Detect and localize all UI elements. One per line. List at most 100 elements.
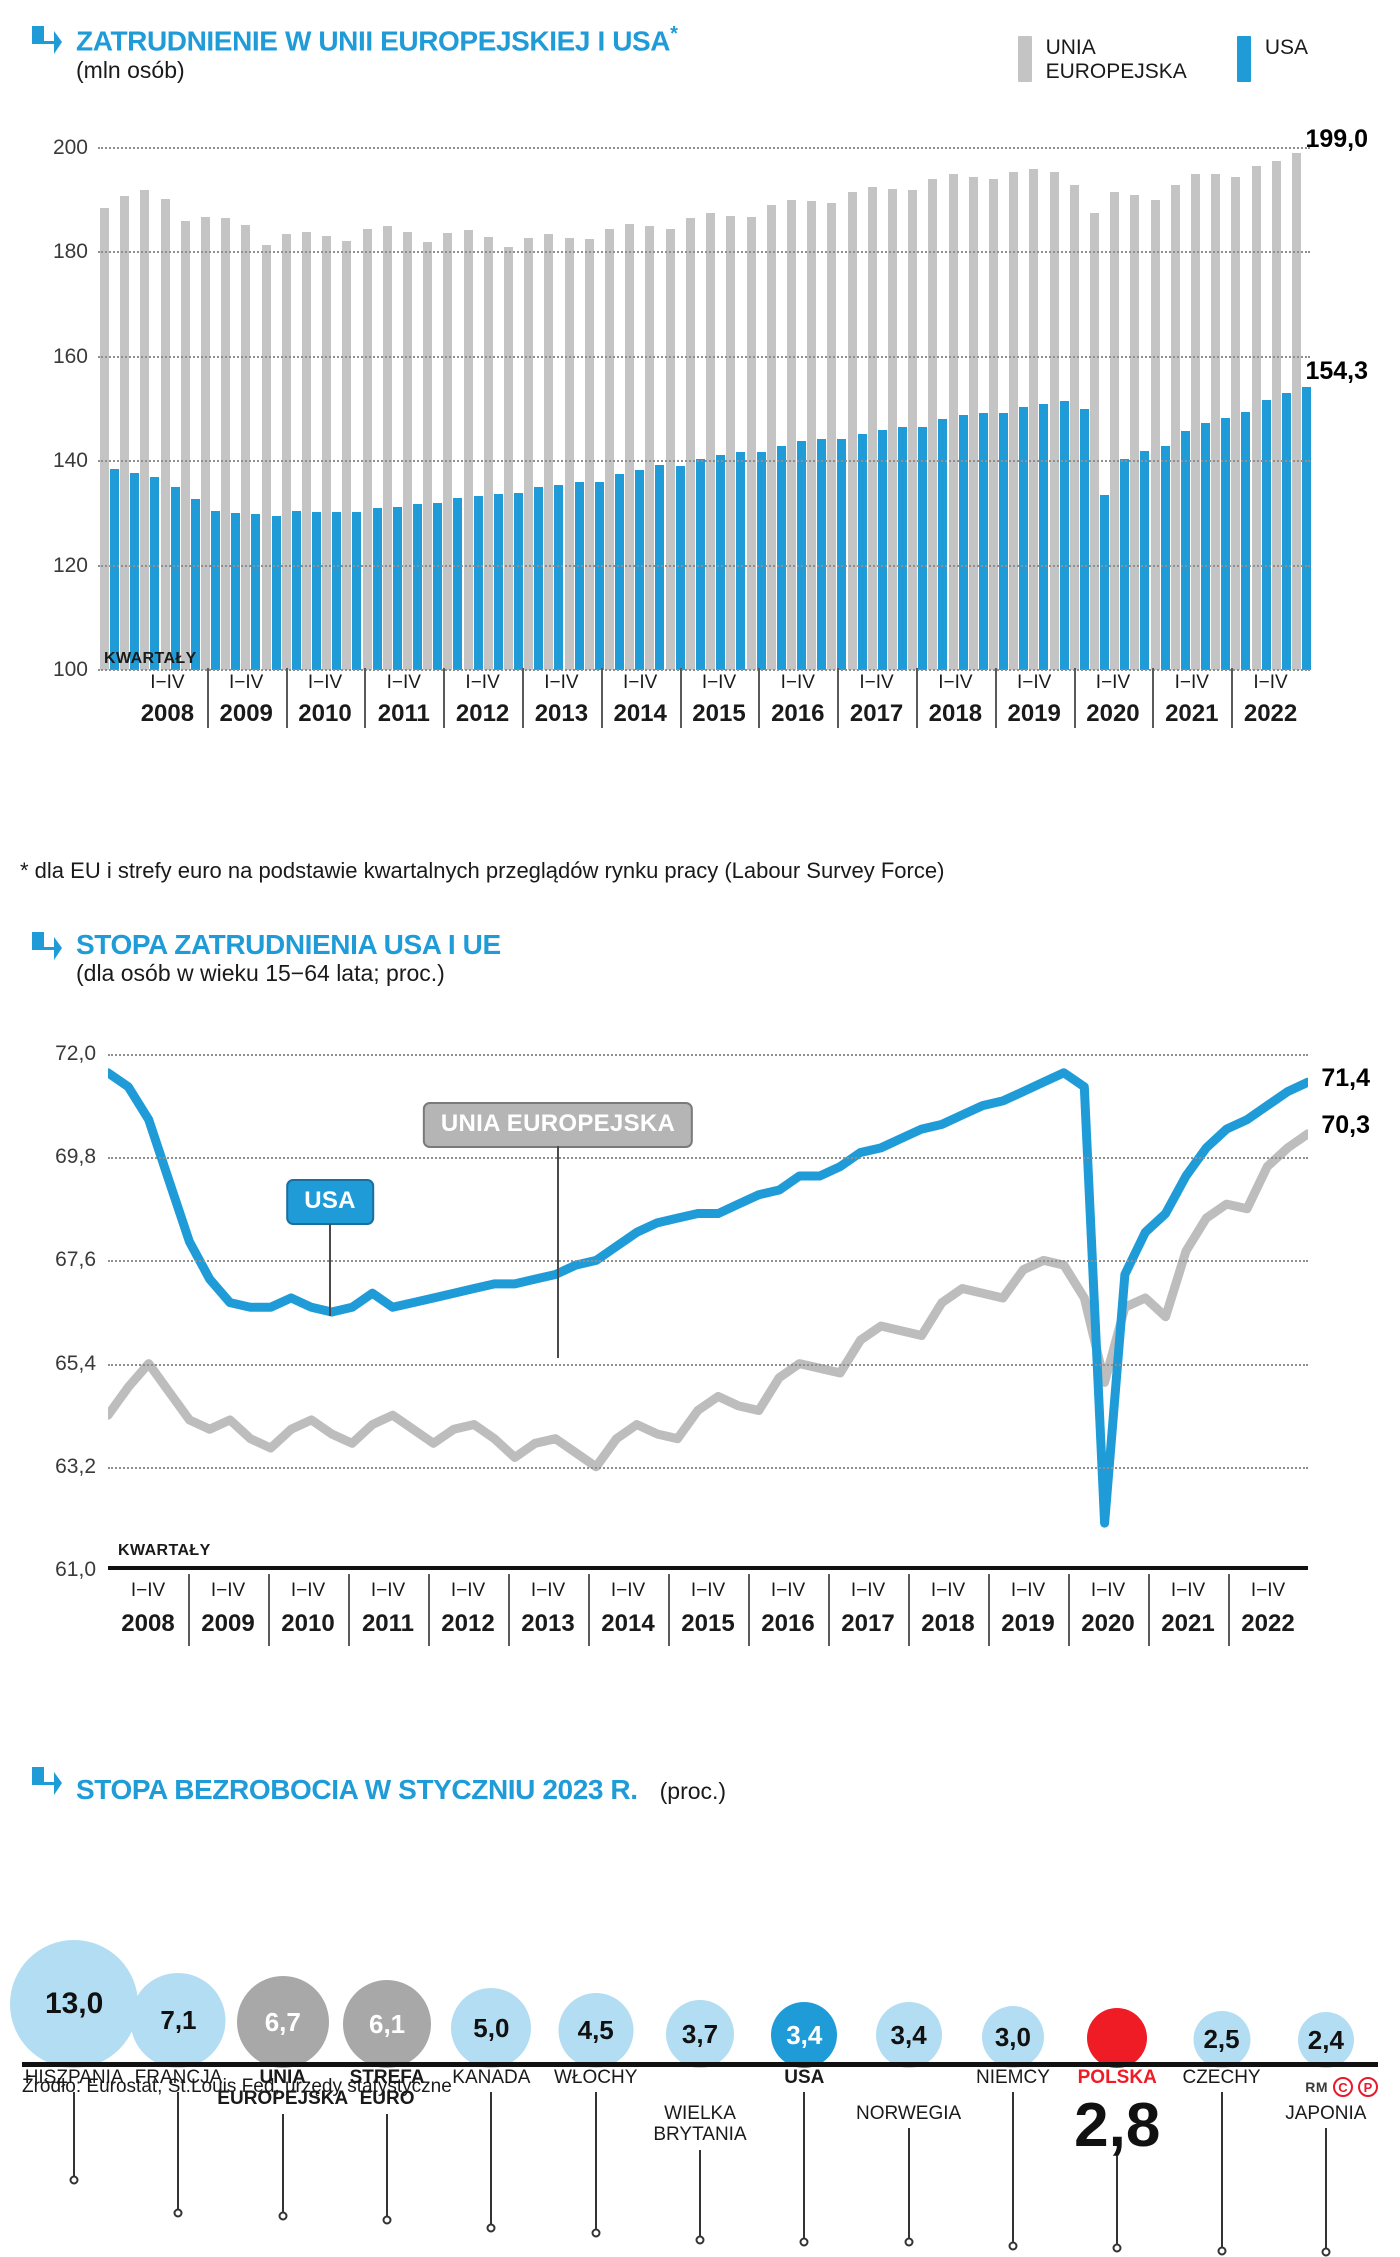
chart1-bar-eu: [261, 244, 271, 670]
chart1-bar-usa: [978, 412, 988, 670]
chart1-year-label: 2018: [928, 700, 983, 727]
chart1-bar-usa: [1140, 450, 1150, 670]
chart1-quarter-range: I−IV: [1095, 672, 1131, 693]
chart2-quarter-range: I−IV: [850, 1580, 886, 1601]
chart1-bar-eu: [827, 202, 837, 670]
chart1-bar-eu: [1231, 176, 1241, 670]
chart2-ytick-69,8: 69,8: [55, 1145, 96, 1169]
chart1-bar-eu: [1170, 184, 1180, 670]
chart1-bar-usa: [190, 498, 200, 670]
chart1-bar-group: [643, 148, 665, 670]
chart1-quarter-range: I−IV: [150, 672, 185, 693]
chart1-bar-usa: [554, 484, 564, 670]
chart1-bar-group: [300, 148, 322, 670]
chart1-bar-eu: [180, 221, 190, 670]
section1-title: ZATRUDNIENIE W UNII EUROPEJSKIEJ I USA*: [76, 23, 678, 57]
chart1-bar-usa: [756, 451, 766, 670]
chart2-year-label: 2020: [1081, 1610, 1135, 1637]
chart1-quarter-range: I−IV: [780, 672, 815, 693]
chart1-bar-group: [906, 148, 928, 670]
chart2-year-label: 2011: [361, 1610, 415, 1637]
chart1-bar-usa: [1059, 401, 1069, 670]
chart1-bar-eu: [1049, 171, 1059, 670]
title-asterisk: *: [670, 23, 678, 45]
chart1-year-2015: I−IV 2015: [679, 668, 759, 730]
chart1-bar-usa: [1200, 423, 1210, 670]
chart2-quarter-range: I−IV: [1170, 1580, 1206, 1601]
chart1-bar-eu: [928, 179, 938, 670]
chart1-bar-group: [1108, 148, 1130, 670]
chart1-bar-eu: [201, 216, 211, 670]
chart1-bar-usa: [1079, 409, 1089, 670]
chart1-bar-usa: [918, 427, 928, 670]
source-text: Źródło: Eurostat, St.Louis Fed, urzędy s…: [22, 2076, 452, 2097]
chart1-year-2010: I−IV 2010: [285, 668, 365, 730]
chart2-quarter-range: I−IV: [1090, 1580, 1126, 1601]
chart1-bar-group: [1229, 148, 1251, 670]
chart1-gridline: [98, 251, 1310, 254]
chart1-bar-eu: [847, 192, 857, 670]
chart1-year-label: 2020: [1086, 700, 1140, 727]
bubble-stem: [73, 2092, 76, 2180]
chart1-bar-group: [219, 148, 241, 670]
chart1-bar-eu: [908, 189, 918, 670]
bubble-anchor-dot: [799, 2237, 809, 2247]
chart1-bar-group: [623, 148, 645, 670]
chart1-bar-eu: [382, 226, 392, 670]
chart1-bar-usa: [1039, 403, 1049, 670]
chart1-gridline: [98, 564, 1310, 567]
bubble-label-norwegia: NORWEGIA: [856, 2103, 962, 2124]
chart1-bar-usa: [251, 514, 261, 670]
chart1-bar-eu: [120, 196, 130, 670]
chart2-year-2022: I−IV 2022: [1228, 1574, 1308, 1654]
chart1-year-2013: I−IV 2013: [521, 668, 601, 730]
chart1-year-label: 2021: [1165, 700, 1219, 727]
bubble-label-usa: USA: [784, 2067, 825, 2088]
chart2-quarter-range: I−IV: [930, 1580, 966, 1601]
section2-title-row: STOPA ZATRUDNIENIA USA I UE (dla osób w …: [30, 930, 1370, 987]
chart2-year-2013: I−IV 2013: [508, 1574, 588, 1654]
callout-eu-stem: [557, 1146, 559, 1358]
chart1-bar-usa: [231, 513, 241, 670]
chart1-bar-eu: [564, 237, 574, 670]
chart1-bar-eu: [504, 247, 514, 670]
chart1-bar-eu: [342, 240, 352, 670]
chart1-bar-usa: [372, 508, 382, 670]
chart1-bar-group: [1169, 148, 1190, 670]
bubble-stem: [1011, 2092, 1014, 2246]
chart1-bar-group: [1048, 148, 1069, 670]
chart1-bar-group: [1088, 148, 1109, 670]
chart1-bar-usa: [392, 506, 402, 670]
chart2-year-2009: I−IV 2009: [188, 1574, 268, 1654]
chart1-bar-group: [1189, 148, 1210, 670]
chart1-bar-group: [502, 148, 524, 670]
chart1-quarter-range: I−IV: [938, 672, 973, 693]
chart1-bar-eu: [887, 188, 897, 670]
chart1-bar-eu: [1009, 171, 1019, 670]
chart2-line-eu: [108, 1134, 1308, 1467]
chart1-bar-usa: [170, 487, 180, 670]
bubble-japonia: 2,4: [1297, 2012, 1354, 2068]
chart1-bar-usa: [493, 493, 503, 670]
chart1-bar-group: [825, 148, 847, 670]
chart1-year-2016: I−IV 2016: [758, 668, 837, 730]
chart1-bar-usa: [1160, 445, 1170, 670]
chart1-bar-usa: [1120, 458, 1130, 670]
chart1-plot-area: 100 120 140 160 180 200: [53, 136, 1311, 681]
chart1-bar-eu: [544, 234, 554, 670]
chart1-bar-usa: [1241, 411, 1251, 670]
bubble-label-strefa-euro: STREFA EURO: [349, 2067, 425, 2109]
chart2-ytick-67,6: 67,6: [55, 1248, 96, 1272]
chart1-quarter-range: I−IV: [465, 672, 500, 693]
chart1-bar-usa: [716, 454, 726, 670]
chart1-bar-usa: [1221, 417, 1231, 670]
chart1-quarter-range: I−IV: [1174, 672, 1209, 693]
chart1-bar-usa: [938, 419, 948, 670]
bubble-norwegia: 3,4: [875, 2002, 942, 2068]
chart2-year-2017: I−IV 2017: [828, 1574, 908, 1654]
chart1-bar-group: [239, 148, 261, 670]
bubble-stem: [594, 2092, 597, 2233]
footer: Źródło: Eurostat, St.Louis Fed, urzędy s…: [22, 2076, 1378, 2098]
chart1-bar-group: [967, 148, 988, 670]
chart1-bar-usa: [615, 474, 625, 670]
